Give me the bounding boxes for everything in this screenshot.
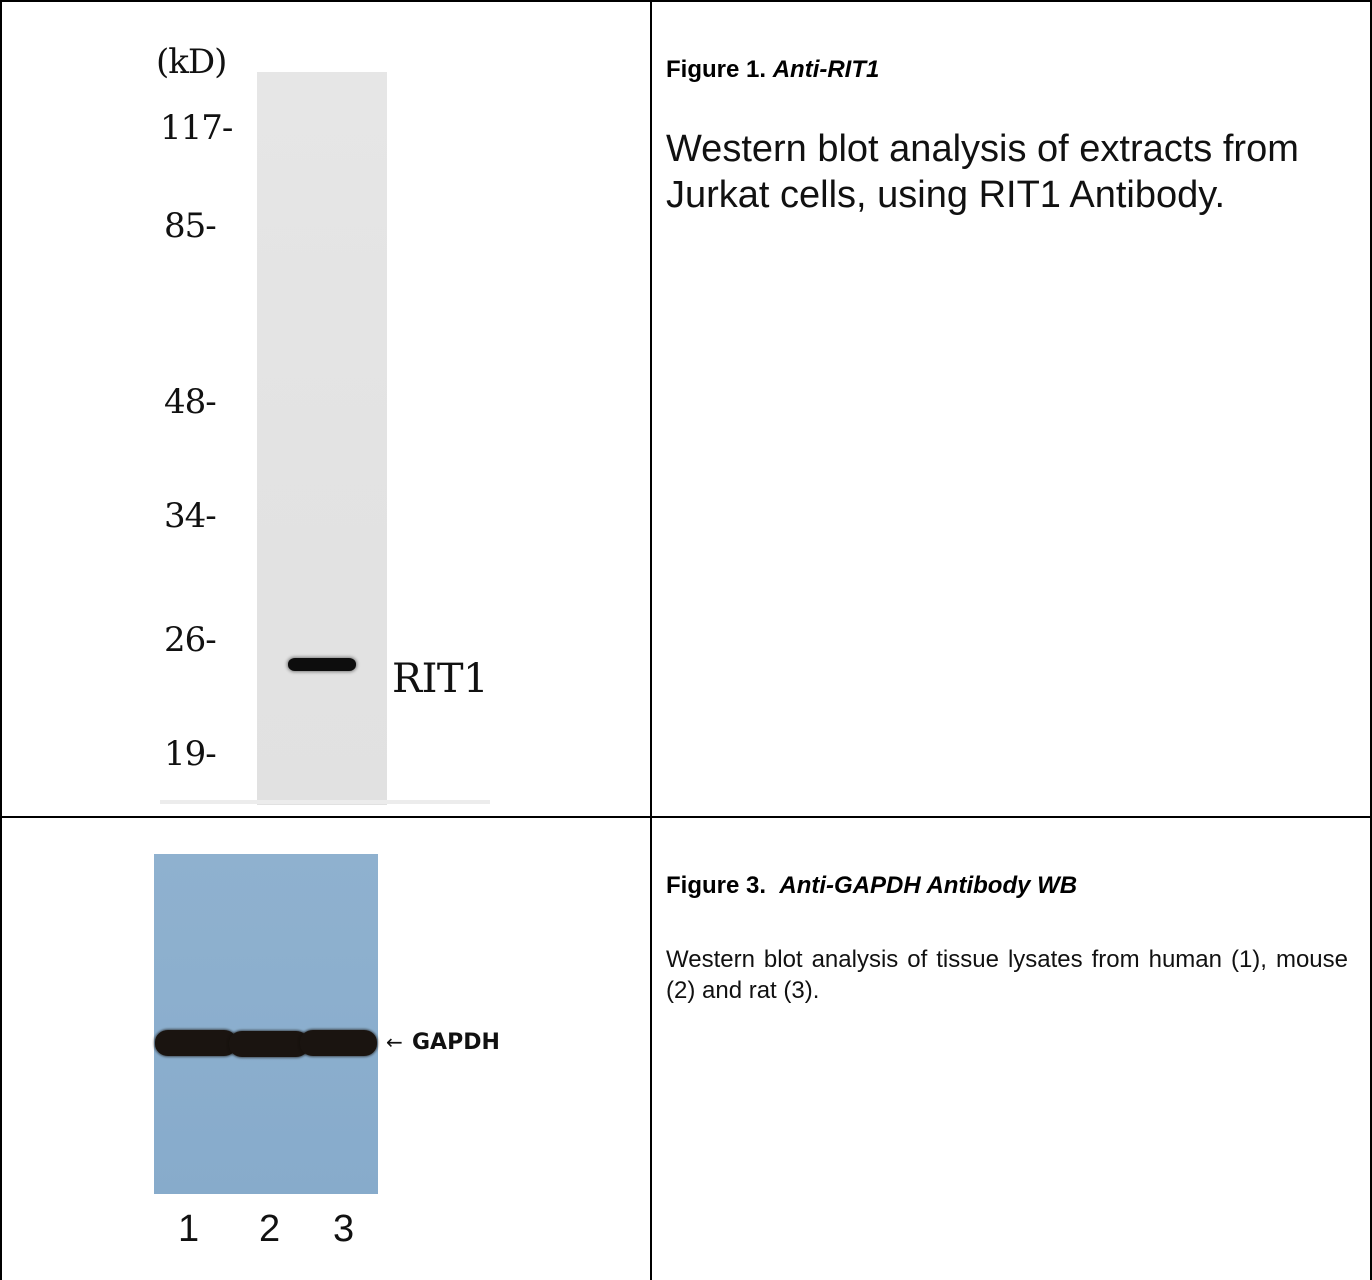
mw-unit-label: (kD)	[156, 42, 227, 82]
lane-number-1: 1	[178, 1208, 200, 1250]
gapdh-band-lane-2	[229, 1031, 309, 1057]
mw-marker-19: 19-	[164, 734, 217, 774]
figure1-description: Western blot analysis of extracts from J…	[666, 128, 1299, 216]
table-border-left	[0, 0, 2, 1280]
figure1-title-prefix: Figure 1.	[666, 56, 767, 83]
gapdh-band-label: GAPDH	[412, 1030, 500, 1055]
rit1-band-label: RIT1	[392, 656, 489, 702]
figure1-blot-floor	[160, 800, 490, 804]
figure1-blot-lane	[257, 72, 387, 805]
gapdh-band-lane-1	[155, 1030, 237, 1056]
mw-marker-34: 34-	[164, 496, 217, 536]
figure3-description: Western blot analysis of tissue lysates …	[666, 946, 1348, 1004]
table-row-divider	[0, 816, 1372, 818]
mw-marker-85: 85-	[164, 206, 217, 246]
lane-number-2: 2	[259, 1208, 281, 1250]
rit1-band	[288, 658, 356, 671]
figure3-title-emph: Anti-GAPDH Antibody WB	[779, 872, 1078, 899]
lane-number-3: 3	[333, 1208, 355, 1250]
table-column-divider	[650, 0, 652, 1280]
mw-marker-117: 117-	[160, 108, 233, 148]
table-border-top	[0, 0, 1372, 2]
gapdh-band-lane-3	[300, 1030, 377, 1056]
mw-marker-26: 26-	[164, 620, 217, 660]
figure1-title-emph: Anti-RIT1	[772, 56, 880, 83]
arrow-left-icon: ←	[386, 1030, 403, 1054]
figure1-title: Figure 1. Anti-RIT1	[666, 56, 879, 84]
figure3-title: Figure 3. Anti-GAPDH Antibody WB	[666, 872, 1077, 900]
figure3-title-prefix: Figure 3.	[666, 872, 767, 899]
figure3-blot-film	[154, 854, 378, 1194]
mw-marker-48: 48-	[164, 382, 217, 422]
table-border-right	[1370, 0, 1372, 1280]
